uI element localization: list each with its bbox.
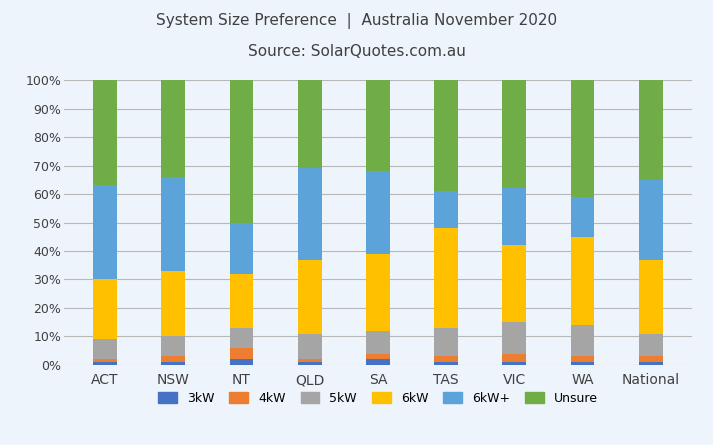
Bar	[503, 245, 526, 322]
Bar	[639, 356, 662, 362]
Bar	[366, 359, 390, 365]
Bar	[298, 259, 322, 334]
Bar	[639, 80, 662, 180]
Bar	[298, 362, 322, 365]
Bar	[366, 171, 390, 254]
Bar	[366, 331, 390, 353]
Text: Source: SolarQuotes.com.au: Source: SolarQuotes.com.au	[247, 44, 466, 60]
Bar	[503, 353, 526, 362]
Bar	[434, 80, 458, 191]
Bar	[230, 80, 253, 222]
Bar	[230, 328, 253, 348]
Bar	[93, 279, 117, 339]
Bar	[93, 80, 117, 186]
Bar	[639, 362, 662, 365]
Bar	[93, 362, 117, 365]
Bar	[230, 348, 253, 359]
Bar	[570, 362, 595, 365]
Bar	[298, 80, 322, 168]
Bar	[639, 180, 662, 259]
Bar	[639, 334, 662, 356]
Legend: 3kW, 4kW, 5kW, 6kW, 6kW+, Unsure: 3kW, 4kW, 5kW, 6kW, 6kW+, Unsure	[153, 387, 602, 410]
Bar	[503, 80, 526, 188]
Bar	[230, 222, 253, 274]
Bar	[570, 80, 595, 197]
Bar	[366, 80, 390, 171]
Text: System Size Preference  |  Australia November 2020: System Size Preference | Australia Novem…	[156, 13, 557, 29]
Bar	[434, 356, 458, 362]
Bar	[298, 334, 322, 359]
Bar	[503, 322, 526, 353]
Bar	[570, 197, 595, 237]
Bar	[434, 228, 458, 328]
Bar	[161, 336, 185, 356]
Bar	[161, 271, 185, 336]
Bar	[93, 186, 117, 279]
Bar	[161, 80, 185, 177]
Bar	[434, 191, 458, 228]
Bar	[161, 362, 185, 365]
Bar	[503, 362, 526, 365]
Bar	[161, 177, 185, 271]
Bar	[93, 359, 117, 362]
Bar	[230, 274, 253, 328]
Bar	[434, 362, 458, 365]
Bar	[298, 359, 322, 362]
Bar	[570, 356, 595, 362]
Bar	[570, 237, 595, 325]
Bar	[570, 325, 595, 356]
Bar	[639, 259, 662, 334]
Bar	[503, 188, 526, 245]
Bar	[161, 356, 185, 362]
Bar	[298, 168, 322, 259]
Bar	[366, 254, 390, 331]
Bar	[366, 353, 390, 359]
Bar	[434, 328, 458, 356]
Bar	[93, 339, 117, 359]
Bar	[230, 359, 253, 365]
